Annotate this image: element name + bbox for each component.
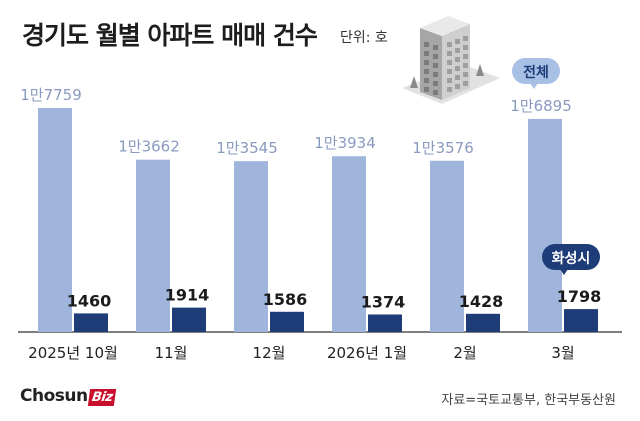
callout-hwaseong-pointer bbox=[560, 269, 568, 275]
bar-total bbox=[234, 161, 268, 332]
callout-hwaseong-text: 화성시 bbox=[552, 251, 591, 267]
callout-hwaseong-bubble bbox=[542, 244, 600, 270]
callout-total-text: 전체 bbox=[523, 64, 549, 81]
data-label-hwaseong: 1914 bbox=[165, 286, 210, 305]
callout-total-bubble bbox=[512, 58, 560, 84]
source-note: 자료=국토교통부, 한국부동산원 bbox=[441, 393, 616, 408]
data-label-hwaseong: 1460 bbox=[67, 291, 112, 310]
data-label-hwaseong: 1586 bbox=[263, 290, 308, 309]
x-tick-label: 2026년 1월 bbox=[327, 344, 407, 362]
callout-total-pointer bbox=[530, 83, 538, 89]
x-tick-label: 2025년 10월 bbox=[28, 344, 118, 362]
data-label-total: 1만3934 bbox=[314, 134, 376, 152]
x-tick-label: 2월 bbox=[453, 344, 476, 362]
x-tick-label: 3월 bbox=[551, 344, 574, 362]
bar-hwaseong bbox=[172, 307, 206, 332]
bar-hwaseong bbox=[368, 314, 402, 332]
apartment-building-icon bbox=[402, 16, 500, 104]
data-label-hwaseong: 1428 bbox=[459, 292, 504, 311]
unit-label: 단위: 호 bbox=[340, 30, 388, 46]
bar-total bbox=[528, 118, 562, 332]
logo-badge: Biz bbox=[87, 389, 117, 406]
chart-title: 경기도 월별 아파트 매매 건수 bbox=[22, 21, 318, 50]
data-label-total: 1만3662 bbox=[118, 138, 180, 156]
data-label-total: 1만7759 bbox=[20, 86, 82, 104]
bar-hwaseong bbox=[564, 309, 598, 332]
x-tick-label: 11월 bbox=[155, 344, 188, 362]
bar-hwaseong bbox=[74, 313, 108, 332]
logo-text: Chosun bbox=[20, 386, 88, 406]
data-label-total: 1만6895 bbox=[510, 97, 572, 115]
bar-total bbox=[332, 156, 366, 332]
bar-total bbox=[136, 159, 170, 332]
data-label-total: 1만3576 bbox=[412, 139, 474, 157]
chosunbiz-logo: Chosun Biz bbox=[20, 386, 117, 406]
bar-total bbox=[430, 160, 464, 332]
bar-total bbox=[38, 108, 72, 332]
data-label-total: 1만3545 bbox=[216, 139, 278, 157]
bar-hwaseong bbox=[270, 311, 304, 332]
bar-hwaseong bbox=[466, 313, 500, 332]
data-label-hwaseong: 1374 bbox=[361, 292, 406, 311]
x-tick-label: 12월 bbox=[253, 344, 286, 362]
data-label-hwaseong: 1798 bbox=[557, 287, 602, 306]
